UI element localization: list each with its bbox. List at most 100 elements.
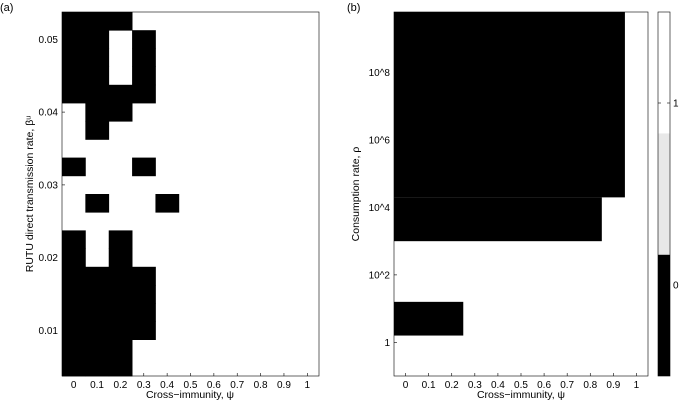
panel-a-label: (a) — [0, 2, 13, 14]
x-tick-label: 0.1 — [90, 380, 104, 391]
colorbar-tick-label: 1 — [673, 99, 679, 110]
heatmap-cell — [85, 285, 110, 304]
heatmap-cell — [85, 30, 110, 49]
heatmap-cell — [62, 339, 86, 359]
heatmap-cell — [62, 357, 86, 377]
panel-b-label: (b) — [347, 2, 360, 14]
heatmap-cell — [85, 66, 110, 86]
y-tick-label: 0.03 — [39, 180, 59, 191]
heatmap-cell — [108, 84, 133, 104]
x-tick-label: 0 — [403, 380, 409, 391]
heatmap-cell — [62, 157, 86, 177]
panel-a-y-label: RUTU direct transmission rate, βᵘ — [24, 116, 36, 273]
heatmap-cell — [62, 248, 86, 268]
heatmap-cell — [132, 321, 156, 340]
x-tick-label: 0.7 — [230, 380, 244, 391]
heatmap-cell — [62, 303, 86, 322]
x-tick-label: 0.9 — [277, 380, 291, 391]
y-tick-label: 1 — [384, 338, 390, 349]
y-tick-label: 10^2 — [369, 270, 391, 281]
heatmap-cell — [62, 321, 86, 340]
panel-b-y-label: Consumption rate, ρ — [350, 147, 362, 242]
x-tick-label: 0.4 — [160, 380, 174, 391]
panel-a-cells — [62, 12, 180, 377]
x-tick-label: 0.3 — [468, 380, 482, 391]
heatmap-cell — [62, 48, 86, 67]
panel-a: (a) 0 0.1 0.2 0.3 0.4 0.5 0.6 0.7 0.8 0.9 1 0.010.… — [0, 2, 320, 401]
heatmap-cell — [132, 30, 156, 49]
heatmap-cell — [85, 84, 110, 104]
x-tick-label: 0.4 — [491, 380, 505, 391]
heatmap-cell — [108, 339, 133, 359]
heatmap-cell — [85, 194, 110, 213]
heatmap-cell — [132, 157, 156, 177]
colorbar-band — [658, 254, 670, 376]
heatmap-cell — [62, 266, 86, 286]
colorbar-frame — [657, 11, 671, 377]
colorbar-ticks: 10 — [658, 99, 679, 292]
heatmap-cell — [108, 230, 133, 249]
heatmap-cell — [155, 194, 180, 213]
x-tick-label: 0.6 — [207, 380, 221, 391]
heatmap-cell — [132, 285, 156, 304]
x-tick-label: 1 — [305, 380, 311, 391]
y-tick-label: 0.05 — [39, 35, 59, 46]
panel-a-x-label: Cross−immunity, ψ — [146, 389, 234, 401]
heatmap-cell — [132, 66, 156, 86]
heatmap-cell — [85, 321, 110, 340]
x-tick-label: 0.8 — [583, 380, 597, 391]
panel-b: (b) 0 0.1 0.2 0.3 0.4 0.5 0.6 0.7 0.8 0.9 1 110^21… — [347, 2, 649, 401]
y-tick-label: 10^6 — [369, 136, 391, 147]
colorbar-tick-label: 0 — [673, 281, 679, 292]
x-tick-label: 1 — [634, 380, 640, 391]
panel-b-x-ticks: 0 0.1 0.2 0.3 0.4 0.5 0.6 0.7 0.8 0.9 1 — [403, 373, 640, 391]
heatmap-cell — [108, 285, 133, 304]
x-tick-label: 0.5 — [514, 380, 528, 391]
heatmap-cell — [85, 303, 110, 322]
panel-b-x-label: Cross−immunity, ψ — [477, 389, 565, 401]
heatmap-cell — [108, 266, 133, 286]
heatmap-cell — [132, 266, 156, 286]
heatmap-cell — [85, 121, 110, 140]
heatmap-cell — [108, 321, 133, 340]
heatmap-cell — [108, 248, 133, 268]
x-tick-label: 0.7 — [560, 380, 574, 391]
heatmap-cell — [132, 303, 156, 322]
heatmap-cell — [62, 30, 86, 49]
panel-b-y-ticks: 1 10^2 10^4 10^6 10^8 — [369, 68, 397, 349]
panel-a-x-ticks: 0 0.1 0.2 0.3 0.4 0.5 0.6 0.7 0.8 0.9 1 — [71, 373, 311, 391]
colorbar-band — [658, 12, 670, 134]
panel-a-y-ticks: 0.01 0.02 0.03 0.04 0.05 — [39, 35, 65, 337]
x-tick-label: 0.5 — [184, 380, 198, 391]
heatmap-cell — [108, 357, 133, 377]
colorbar: 10 — [657, 11, 679, 377]
x-tick-label: 0.8 — [254, 380, 268, 391]
heatmap-cell — [62, 285, 86, 304]
heatmap-region — [394, 301, 464, 336]
y-tick-label: 10^8 — [369, 68, 391, 79]
heatmap-cell — [85, 266, 110, 286]
heatmap-cell — [62, 12, 86, 31]
heatmap-cell — [85, 12, 110, 31]
heatmap-cell — [62, 230, 86, 249]
y-tick-label: 0.02 — [39, 253, 59, 264]
heatmap-cell — [85, 357, 110, 377]
heatmap-cell — [85, 339, 110, 359]
panel-b-regions — [394, 12, 625, 336]
heatmap-region — [394, 197, 602, 242]
heatmap-cell — [62, 84, 86, 104]
colorbar-band — [658, 133, 670, 255]
heatmap-cell — [85, 48, 110, 67]
y-tick-label: 0.01 — [39, 326, 59, 337]
heatmap-cell — [108, 303, 133, 322]
x-tick-label: 0.6 — [537, 380, 551, 391]
y-tick-label: 0.04 — [39, 108, 59, 119]
heatmap-cell — [132, 48, 156, 67]
x-tick-label: 0 — [71, 380, 77, 391]
heatmap-cell — [62, 66, 86, 86]
heatmap-cell — [85, 103, 110, 122]
heatmap-cell — [108, 12, 133, 31]
x-tick-label: 0.3 — [137, 380, 151, 391]
x-tick-label: 0.2 — [445, 380, 459, 391]
